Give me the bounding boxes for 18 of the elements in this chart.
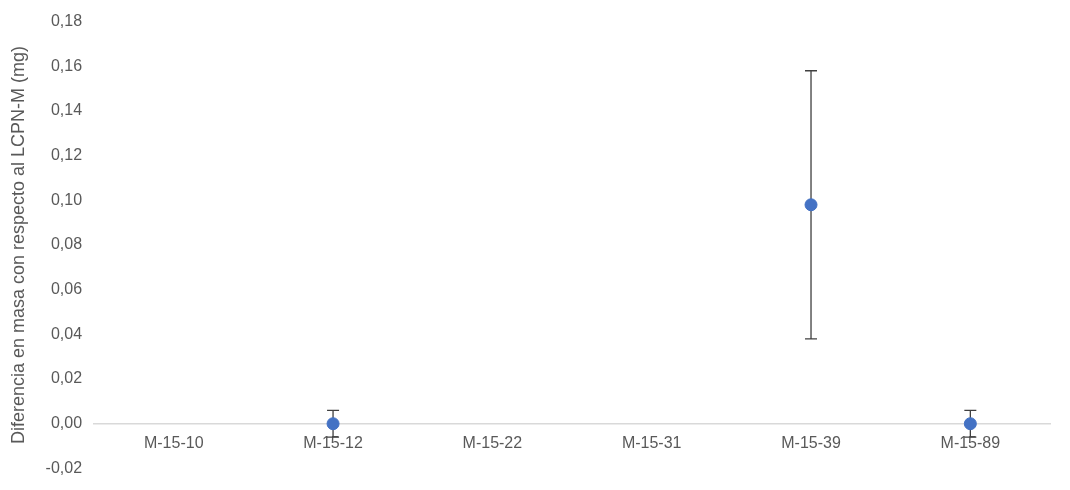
y-tick-label: 0,10 xyxy=(50,190,83,208)
y-tick-label: 0,16 xyxy=(50,56,83,74)
x-tick-label: M-15-39 xyxy=(781,433,841,451)
x-tick-label: M-15-10 xyxy=(143,433,204,451)
y-tick-label: 0,00 xyxy=(50,414,83,432)
y-tick-label: 0,18 xyxy=(50,12,83,30)
x-tick-label: M-15-22 xyxy=(462,433,523,451)
y-tick-label: 0,02 xyxy=(50,369,83,387)
y-axis-title: Diferencia en masa con respecto al LCPN-M (mg) xyxy=(7,45,28,445)
y-tick-label: 0,04 xyxy=(50,324,83,342)
x-tick-label: M-15-89 xyxy=(940,433,1001,451)
y-tick-label: -0,02 xyxy=(45,458,83,476)
y-tick-label: 0,14 xyxy=(50,101,83,119)
y-tick-label: 0,08 xyxy=(50,235,83,253)
y-tick-label: 0,06 xyxy=(50,280,83,298)
x-tick-label: M-15-12 xyxy=(303,433,363,451)
y-tick-label: 0,12 xyxy=(50,146,83,164)
x-tick-label: M-15-31 xyxy=(621,433,682,451)
